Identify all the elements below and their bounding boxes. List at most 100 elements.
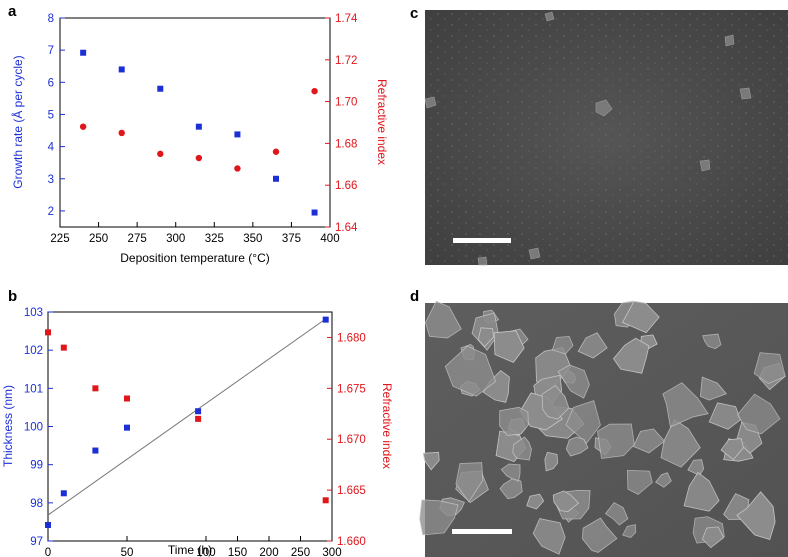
x-tick-label-b: 300 <box>322 547 341 557</box>
y-axis-left-label-b: Thickness (nm) <box>1 385 15 467</box>
y-left-tick-label-a: 8 <box>48 13 54 25</box>
fit-line-b <box>47 318 326 516</box>
y-right-tick-label-b: 1.680 <box>337 332 366 344</box>
x-tick-label-a: 350 <box>243 233 262 245</box>
crystal-flake <box>736 491 776 540</box>
panel-letter-d: d <box>410 288 419 305</box>
crystal-flake <box>753 352 786 385</box>
crystal-flake <box>526 493 545 510</box>
y-left-tick-label-b: 99 <box>30 460 43 472</box>
x-tick-label-a: 325 <box>205 233 224 245</box>
crystal-flake <box>720 438 744 461</box>
plot-frame-b <box>47 311 333 542</box>
crystal-flake <box>701 526 725 549</box>
refractive-index-point-b <box>60 344 67 351</box>
x-tick-label-a: 250 <box>89 233 108 245</box>
y-right-tick-label-a: 1.72 <box>335 55 357 67</box>
x-axis-label-b: Time (h) <box>168 543 212 557</box>
y-axis-right-label-b: Refractive index <box>380 383 394 469</box>
crystal-flake <box>565 436 589 457</box>
x-axis-b: 0 50 100 150 200 250 300 <box>45 536 342 557</box>
crystal-flake <box>577 332 608 359</box>
refractive-index-point-a <box>157 150 164 158</box>
growth-rate-point <box>234 131 241 138</box>
refractive-index-point-a <box>195 154 203 162</box>
y-right-tick-label-b: 1.660 <box>337 536 366 548</box>
y-axis-left-a: 2 3 4 5 6 7 8 <box>48 13 65 218</box>
crystal-flake <box>444 345 497 397</box>
crystal-flake <box>708 402 741 430</box>
y-axis-right-b: 1.660 1.665 1.670 1.675 1.680 <box>327 332 366 548</box>
y-axis-left-label-a: Growth rate (Å per cycle) <box>10 55 25 188</box>
refractive-index-point-b <box>45 329 51 336</box>
crystal-flake <box>499 478 523 500</box>
y-right-tick-label-a: 1.66 <box>335 180 357 192</box>
crystal-flake <box>551 335 574 355</box>
refractive-index-point-a <box>272 148 280 155</box>
growth-rate-point <box>118 66 125 73</box>
sem-image-c <box>424 10 788 266</box>
x-axis-label-a: Deposition temperature (°C) <box>120 251 270 265</box>
thickness-point <box>45 521 51 528</box>
refractive-index-point-a <box>311 87 318 95</box>
thickness-point <box>60 490 67 497</box>
y-right-tick-label-a: 1.68 <box>335 138 357 150</box>
y-axis-right-label-a: Refractive index <box>375 79 389 165</box>
refractive-index-point-b <box>195 415 202 422</box>
crystal-flake <box>604 502 629 526</box>
crystal-flake <box>597 423 635 459</box>
y-left-tick-label-b: 101 <box>24 383 43 395</box>
y-left-tick-label-b: 100 <box>24 422 43 434</box>
growth-rate-point <box>195 123 202 130</box>
y-left-tick-label-a: 7 <box>48 45 54 57</box>
crystal-flake <box>655 472 672 488</box>
x-tick-label-a: 275 <box>128 233 147 245</box>
refractive-index-point-b <box>124 395 130 402</box>
crystal-flake <box>552 490 580 513</box>
crystal-flake <box>477 327 494 348</box>
y-left-tick-label-a: 2 <box>48 206 54 218</box>
crystal-flake <box>632 428 666 454</box>
panel-letter-c: c <box>410 5 418 22</box>
linear-fit-line <box>47 318 326 516</box>
data-points-a <box>79 49 318 216</box>
crystal-flake <box>499 406 529 436</box>
crystal-flake <box>425 300 462 339</box>
thickness-point <box>322 316 329 323</box>
y-left-tick-label-b: 98 <box>30 498 43 510</box>
x-tick-label-b: 100 <box>196 547 215 557</box>
sem-image-d <box>419 300 788 557</box>
crystal-flake <box>612 337 650 374</box>
x-tick-label-a: 300 <box>166 233 185 245</box>
crystal-flake <box>422 451 440 471</box>
x-axis-a: 225 250 275 300 325 350 375 400 <box>50 222 340 245</box>
crystal-flake <box>660 419 701 468</box>
x-tick-label-a: 400 <box>320 233 339 245</box>
growth-rate-point <box>157 85 164 92</box>
refractive-index-point-a <box>118 129 125 137</box>
refractive-index-point-b <box>322 497 329 504</box>
y-left-tick-label-a: 5 <box>48 109 54 121</box>
y-left-tick-label-a: 3 <box>48 174 54 186</box>
data-points-b <box>45 316 329 528</box>
refractive-index-point-a <box>79 123 87 130</box>
crystal-flake <box>699 376 727 401</box>
crystal-flake <box>662 382 709 428</box>
crystal-flake <box>493 330 525 363</box>
y-right-tick-label-b: 1.670 <box>337 434 366 446</box>
refractive-index-point-b <box>92 385 99 392</box>
thickness-point <box>124 424 130 431</box>
crystal-flake <box>532 518 566 555</box>
x-tick-label-b: 250 <box>291 547 310 557</box>
y-left-tick-label-b: 103 <box>24 307 43 319</box>
panel-letter-b: b <box>8 288 17 305</box>
crystal-flake <box>512 436 532 461</box>
crystal-flake <box>702 333 722 350</box>
x-tick-label-a: 225 <box>50 233 69 245</box>
crystal-flake <box>565 400 601 444</box>
scale-bar-c <box>453 238 511 243</box>
x-tick-label-b: 0 <box>45 547 51 557</box>
crystal-flake <box>737 393 781 435</box>
x-tick-label-b: 150 <box>228 547 247 557</box>
growth-rate-point <box>273 175 279 182</box>
